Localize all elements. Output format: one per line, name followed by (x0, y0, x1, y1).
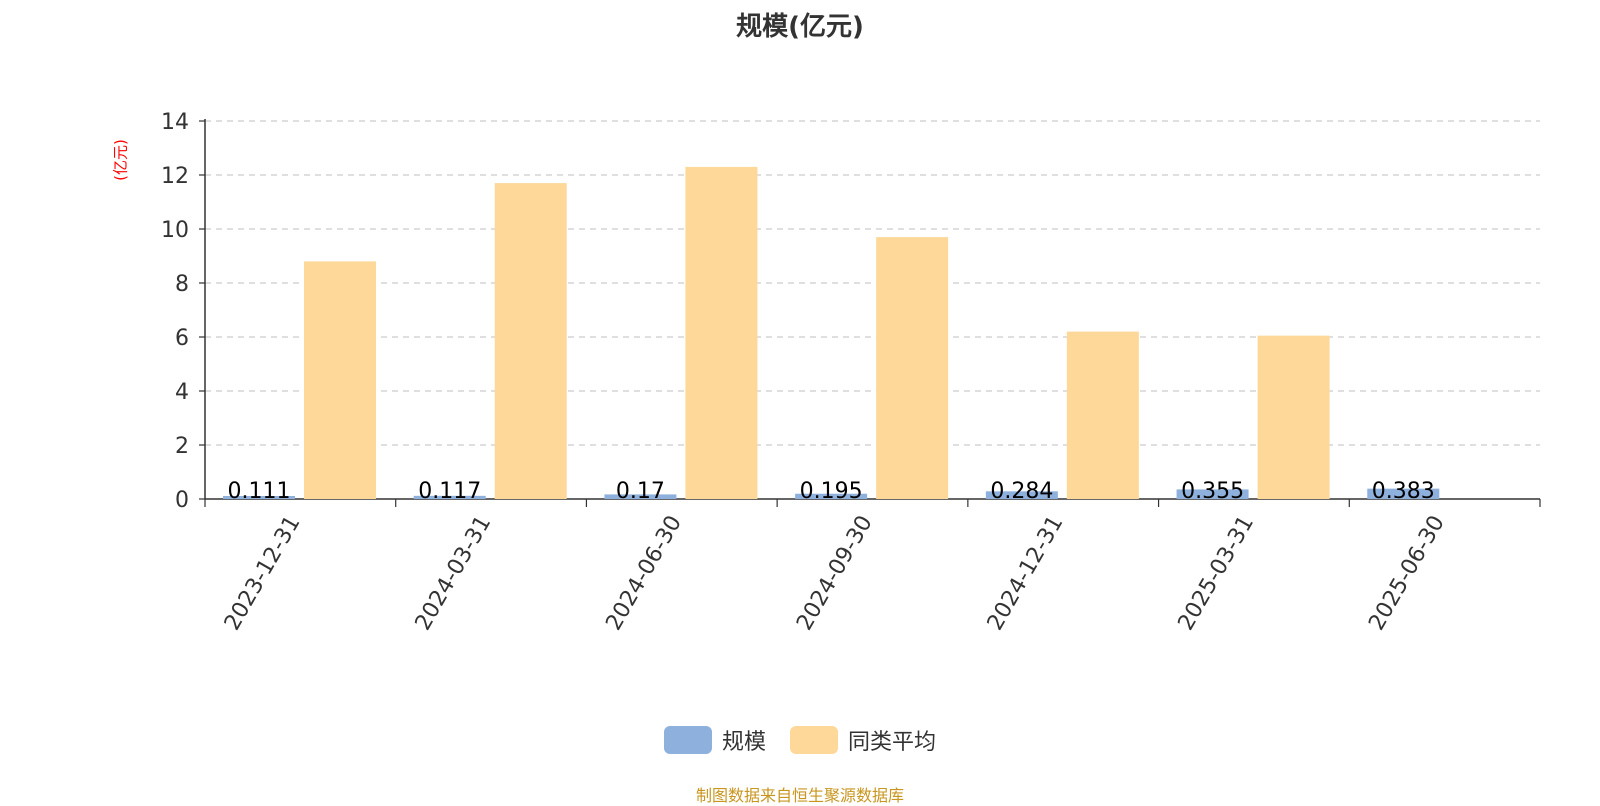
bar-scale (1176, 489, 1249, 499)
data-label-scale: 0.355 (1181, 479, 1244, 504)
x-tick-label: 2024-12-31 (983, 512, 1069, 635)
bar-scale (985, 491, 1058, 499)
y-tick-label: 6 (175, 326, 189, 351)
x-tick-label: 2025-03-31 (1174, 512, 1260, 635)
bar-peer-average (304, 261, 376, 499)
y-tick-label: 2 (175, 434, 189, 459)
y-tick-label: 12 (161, 164, 189, 189)
legend-label-peer-average: 同类平均 (848, 730, 937, 755)
legend-swatch-scale (663, 726, 712, 754)
bar-scale (795, 493, 868, 499)
data-label-scale: 0.111 (228, 479, 291, 504)
x-tick-label: 2024-03-31 (411, 511, 497, 634)
bar-scale (604, 494, 677, 499)
bar-scale (413, 495, 486, 499)
data-label-scale: 0.195 (800, 479, 863, 504)
legend-swatch-peer-average (790, 726, 838, 754)
bar-scale (1367, 488, 1440, 499)
x-tick-label: 2024-09-30 (792, 512, 878, 635)
x-tick-label: 2023-12-31 (220, 512, 306, 635)
legend: 规模 同类平均 (0, 724, 1600, 756)
legend-item-scale[interactable]: 规模 (663, 724, 766, 756)
data-label-scale: 0.284 (990, 479, 1053, 504)
bar-peer-average (1257, 335, 1330, 499)
data-source-note: 制图数据来自恒生聚源数据库 (695, 786, 904, 805)
bar-peer-average (494, 183, 567, 499)
y-tick-label: 14 (161, 110, 189, 135)
x-tick-label: 2025-06-30 (1364, 512, 1450, 635)
x-tick-label: 2024-06-30 (601, 512, 687, 635)
data-label-scale: 0.17 (616, 479, 665, 504)
bar-peer-average (685, 166, 758, 499)
bar-scale (223, 496, 295, 499)
y-tick-label: 0 (175, 488, 189, 513)
y-tick-label: 10 (161, 218, 189, 243)
bar-peer-average (1066, 331, 1139, 499)
y-tick-label: 4 (175, 380, 189, 405)
y-tick-label: 8 (175, 272, 189, 297)
legend-item-peer-average[interactable]: 同类平均 (790, 724, 936, 756)
data-label-scale: 0.117 (418, 479, 481, 504)
legend-label-scale: 规模 (721, 730, 766, 755)
chart-title: 规模(亿元) (736, 12, 864, 42)
data-label-scale: 0.383 (1372, 479, 1435, 504)
bar-peer-average (876, 237, 949, 499)
